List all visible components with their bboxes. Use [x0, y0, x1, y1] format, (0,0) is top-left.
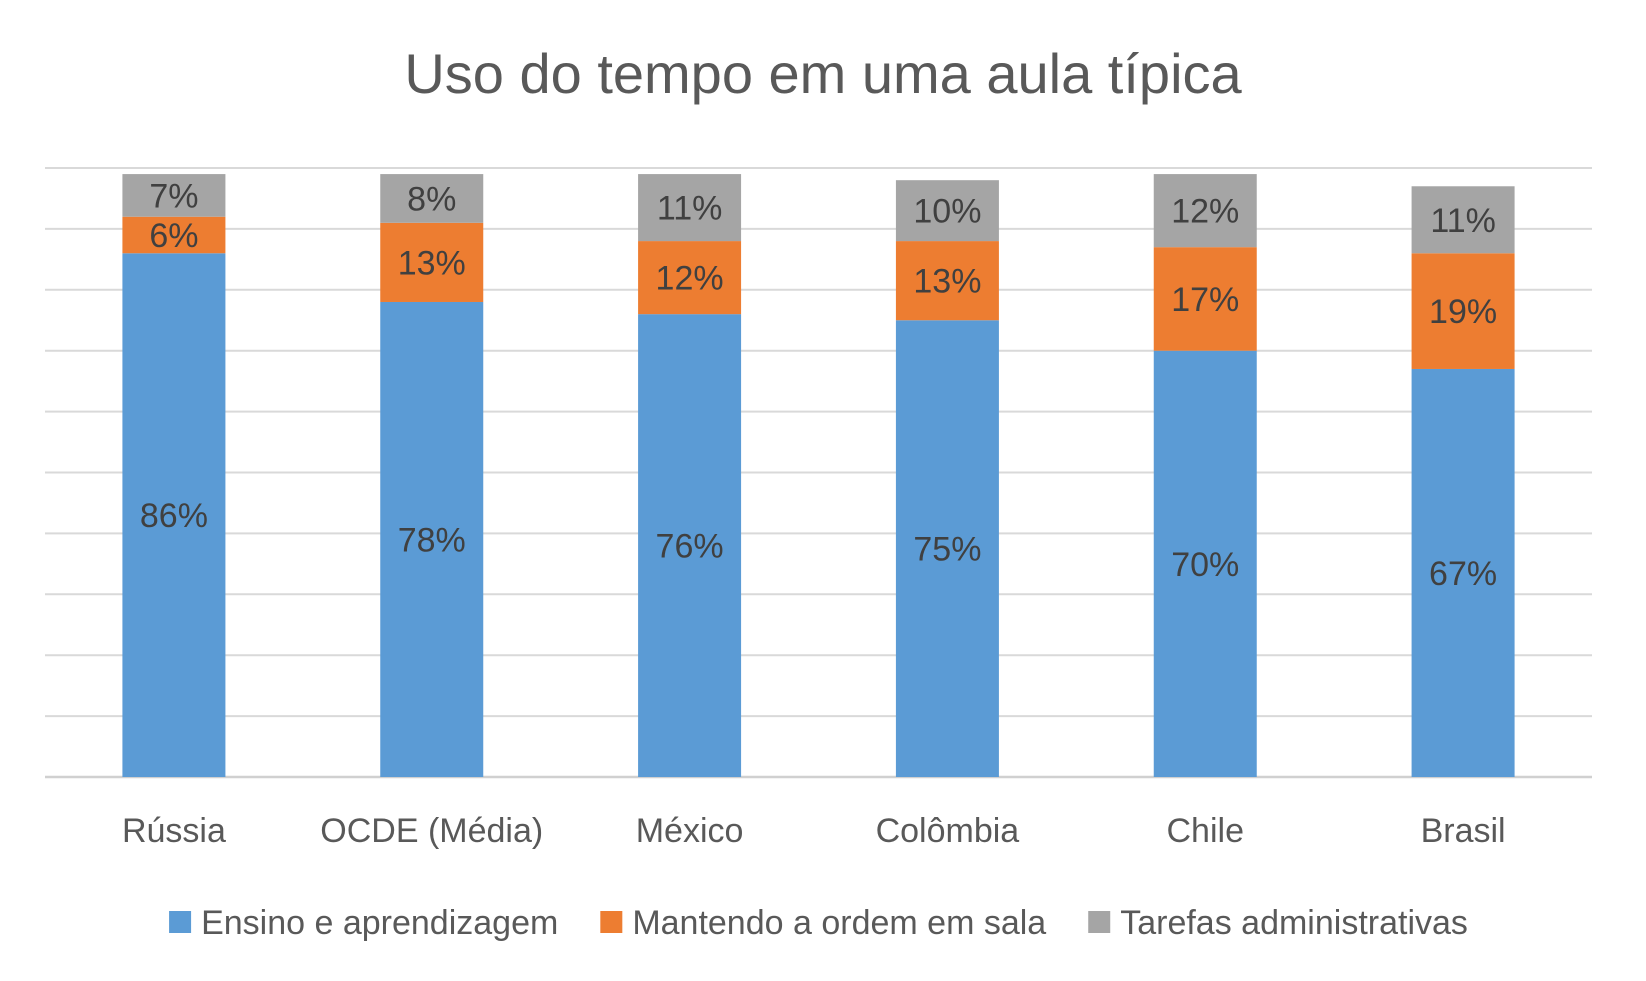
data-label: 11%	[657, 190, 723, 228]
data-label: 86%	[140, 497, 208, 535]
data-label: 13%	[398, 244, 466, 282]
data-label: 13%	[913, 263, 981, 301]
bar-ordem	[380, 222, 484, 302]
grid-lines	[45, 167, 1592, 779]
data-label: 78%	[398, 521, 466, 559]
legend-swatch	[600, 911, 623, 933]
bar-administrativas	[1411, 186, 1515, 254]
legend-swatch	[1088, 911, 1111, 933]
bar-ordem	[122, 216, 226, 254]
data-label: 70%	[1171, 546, 1239, 584]
bar-ordem	[895, 241, 999, 321]
bar-ensino	[380, 301, 484, 777]
data-label: 11%	[1430, 202, 1496, 240]
legend: Ensino e aprendizagem Mantendo a ordem em…	[169, 904, 1468, 942]
bar-ordem	[1411, 253, 1515, 369]
bar-administrativas	[895, 180, 999, 242]
bar-administrativas	[122, 174, 226, 217]
x-axis-tick-labels: Rússia OCDE (Média) México Colômbia Chile Bra…	[122, 812, 1506, 850]
bar-ordem	[638, 241, 742, 315]
data-label: 19%	[1429, 293, 1497, 331]
legend-item: Mantendo a ordem em sala	[600, 904, 1046, 942]
bars	[122, 174, 1515, 777]
legend-item: Ensino e aprendizagem	[169, 904, 558, 942]
data-labels: 86% 6%7% 78% 13% 8% 76% 12% 11% 75% 13% 10% 70% 17% 1…	[140, 177, 1497, 593]
legend-label: Mantendo a ordem em sala	[632, 904, 1046, 942]
x-tick-label: México	[636, 812, 744, 850]
legend-label: Ensino e aprendizagem	[201, 904, 558, 942]
bar-administrativas	[1153, 174, 1257, 248]
bar-ensino	[1411, 368, 1515, 777]
data-label: 6%	[149, 217, 198, 255]
data-label: 8%	[407, 180, 456, 218]
data-label: 67%	[1429, 555, 1497, 593]
legend-item: Tarefas administrativas	[1088, 904, 1468, 942]
bar-ensino	[895, 320, 999, 777]
x-tick-label: Rússia	[122, 812, 226, 850]
x-tick-label: Brasil	[1421, 812, 1506, 850]
x-tick-label: Chile	[1167, 812, 1244, 850]
bar-ordem	[1153, 247, 1257, 351]
legend-swatch	[169, 911, 192, 933]
bar-administrativas	[380, 174, 484, 223]
data-label: 17%	[1171, 281, 1239, 319]
bar-administrativas	[638, 174, 742, 242]
data-label: 12%	[1171, 193, 1239, 231]
chart-title: Uso do tempo em uma aula típica	[404, 42, 1242, 105]
bar-ensino	[638, 314, 742, 777]
x-tick-label: OCDE (Média)	[320, 812, 543, 850]
x-tick-label: Colômbia	[876, 812, 1020, 850]
bar-ensino	[122, 253, 226, 777]
data-label: 7%	[149, 177, 198, 215]
legend-label: Tarefas administrativas	[1120, 904, 1468, 942]
bar-ensino	[1153, 350, 1257, 777]
data-label: 76%	[656, 528, 724, 566]
data-label: 75%	[913, 531, 981, 569]
data-label: 10%	[913, 193, 981, 231]
data-label: 12%	[656, 260, 724, 298]
